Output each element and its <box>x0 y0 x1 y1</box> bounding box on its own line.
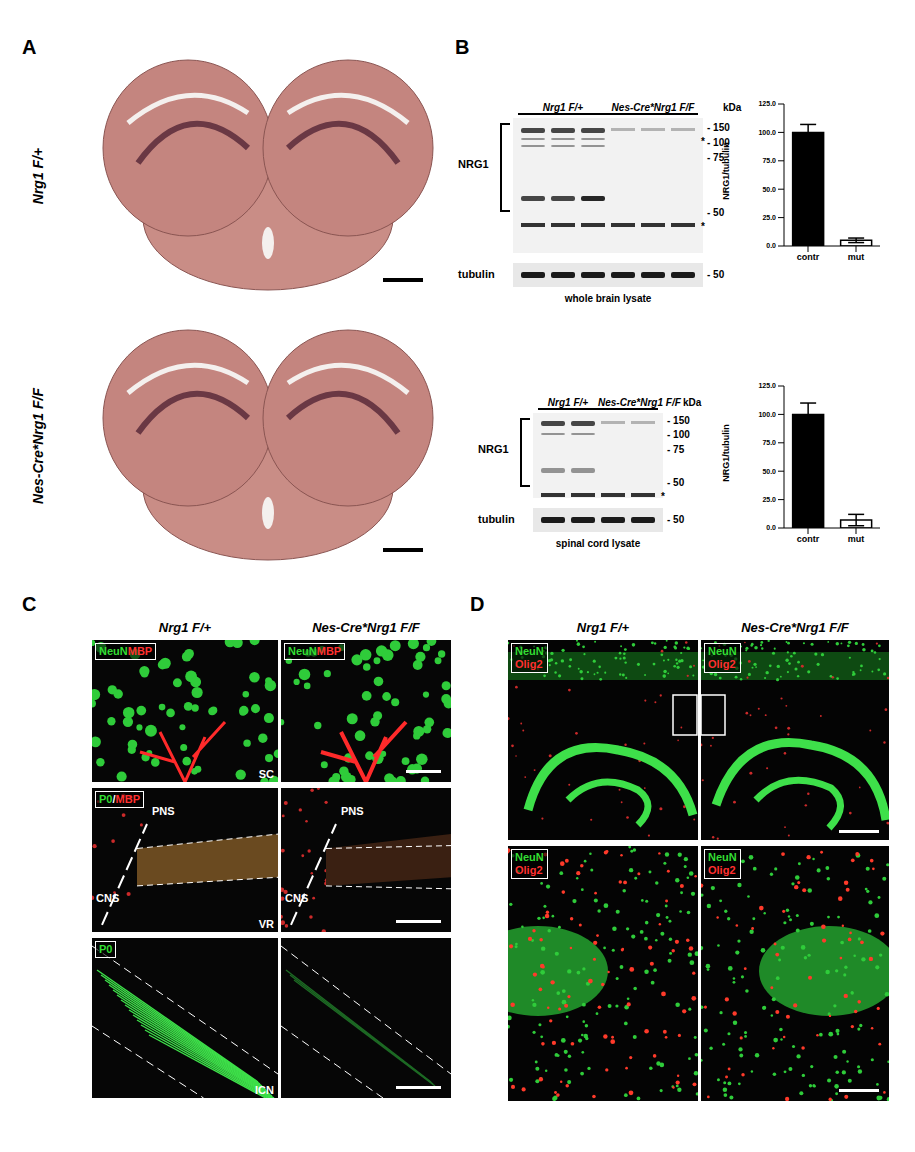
html-text:Nrg1 F/+: Nrg1 F/+ <box>30 147 46 205</box>
html-text:- 75: - 75 <box>707 152 725 163</box>
html-text:- 100: - 100 <box>707 137 730 148</box>
html-text:- 150: - 150 <box>667 415 690 426</box>
svg-text:100.0: 100.0 <box>758 411 776 418</box>
html-text:NeuN MBP: NeuN MBP <box>99 645 153 657</box>
svg-text:75.0: 75.0 <box>762 439 776 446</box>
svg-text:125.0: 125.0 <box>758 382 776 389</box>
svg-text:mut: mut <box>848 534 865 544</box>
svg-text:25.0: 25.0 <box>762 214 776 221</box>
svg-text:mut: mut <box>848 252 865 262</box>
html-text:kDa: kDa <box>723 102 742 113</box>
html-text:CNS: CNS <box>285 891 309 904</box>
svg-text:0.0: 0.0 <box>766 524 776 531</box>
html-text:Nrg1 F/+: Nrg1 F/+ <box>576 620 630 635</box>
html-text:Nes-Cre*Nrg1 F/F: Nes-Cre*Nrg1 F/F <box>312 620 420 635</box>
html-text:A: A <box>22 36 37 58</box>
html-text:- 150: - 150 <box>707 122 730 133</box>
svg-text:100.0: 100.0 <box>758 129 776 136</box>
html-text:D: D <box>470 593 485 615</box>
html-text:NRG1: NRG1 <box>458 158 489 170</box>
html-text:Olig2: Olig2 <box>515 864 543 876</box>
html-text:Nrg1 F/+: Nrg1 F/+ <box>158 620 212 635</box>
html-text:spinal cord lysate: spinal cord lysate <box>555 538 641 549</box>
html-text:whole brain lysate: whole brain lysate <box>564 293 652 304</box>
html-text:NRG1/tubulin: NRG1/tubulin <box>721 424 731 482</box>
html-text:Nes-Cre*Nrg1 F/F: Nes-Cre*Nrg1 F/F <box>30 388 46 504</box>
html-text:- 100: - 100 <box>667 429 690 440</box>
html-text:PNS: PNS <box>341 805 364 818</box>
html-text:CNS: CNS <box>96 891 120 904</box>
html-text:ICN: ICN <box>255 1084 274 1096</box>
svg-text:contr: contr <box>797 534 820 544</box>
svg-text:50.0: 50.0 <box>762 468 776 475</box>
html-text:Nes-Cre*Nrg1 F/F kDa: Nes-Cre*Nrg1 F/F kDa <box>598 397 702 408</box>
html-text:P0: P0 <box>99 943 113 955</box>
html-text:SC: SC <box>258 768 274 780</box>
html-text:tubulin: tubulin <box>478 513 515 525</box>
html-text:PNS: PNS <box>152 805 175 818</box>
html-text:- 50: - 50 <box>707 269 725 280</box>
html-text:NRG1: NRG1 <box>478 443 509 455</box>
html-text:Olig2: Olig2 <box>515 658 543 670</box>
html-text:- 50: - 50 <box>667 514 685 525</box>
svg-text:25.0: 25.0 <box>762 496 776 503</box>
html-text:- 50: - 50 <box>707 207 725 218</box>
html-text:NRG1/tubulin: NRG1/tubulin <box>721 142 731 200</box>
svg-text:75.0: 75.0 <box>762 157 776 164</box>
html-text:Nes-Cre*Nrg1 F/F: Nes-Cre*Nrg1 F/F <box>741 620 849 635</box>
html-text:P0 / MBP: P0 / MBP <box>99 793 140 805</box>
svg-text:125.0: 125.0 <box>758 100 776 107</box>
html-text:Olig2: Olig2 <box>708 864 736 876</box>
html-text:NeuN: NeuN <box>515 851 544 863</box>
html-text:VR: VR <box>258 918 274 930</box>
svg-text:contr: contr <box>797 252 820 262</box>
html-text:NeuN: NeuN <box>708 645 737 657</box>
html-text:NeuN: NeuN <box>708 851 737 863</box>
html-text:- 50: - 50 <box>667 477 685 488</box>
html-text:- 75: - 75 <box>667 444 685 455</box>
html-text:Nes-Cre*Nrg1 F/F: Nes-Cre*Nrg1 F/F <box>611 102 695 113</box>
html-text:NeuN: NeuN <box>515 645 544 657</box>
html-text:tubulin: tubulin <box>458 268 495 280</box>
html-text:C: C <box>22 593 37 615</box>
html-text:NeuN MBP: NeuN MBP <box>288 645 342 657</box>
html-text:Nrg1 F/+: Nrg1 F/+ <box>542 102 584 113</box>
svg-text:50.0: 50.0 <box>762 186 776 193</box>
html-text:Olig2: Olig2 <box>708 658 736 670</box>
html-text:Nrg1 F/+: Nrg1 F/+ <box>547 397 589 408</box>
svg-text:0.0: 0.0 <box>766 242 776 249</box>
html-text:B: B <box>455 36 470 58</box>
